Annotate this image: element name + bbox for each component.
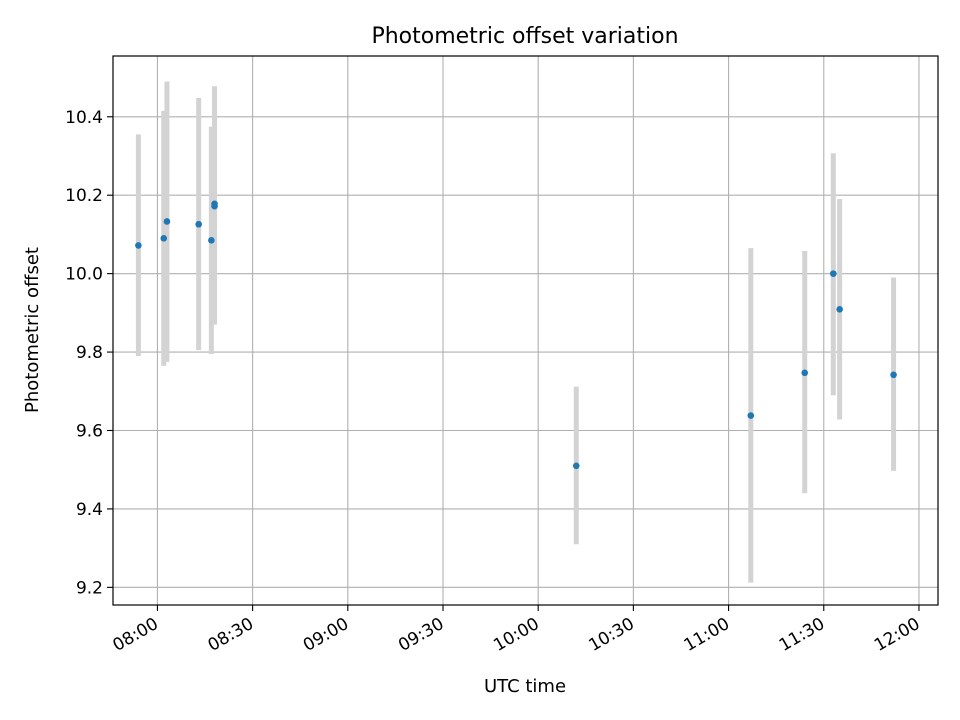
data-point [747,412,755,419]
x-tick-label: 11:30 [776,614,828,656]
x-tick-label: 11:00 [681,614,733,656]
x-tick-label: 09:00 [300,614,352,656]
x-tick-label: 08:00 [109,614,161,656]
grid-lines [113,56,938,605]
data-point [801,369,809,377]
y-axis-ticks: 9.2 9.4 9.6 9.8 10.0 10.2 10.4 [65,108,113,598]
error-bars [135,81,897,583]
x-tick-label: 10:00 [490,614,542,656]
x-tick-label: 08:30 [205,614,257,656]
x-tick-label: 09:30 [395,614,447,656]
y-tick-label: 10.4 [65,108,103,128]
data-point [195,220,202,228]
data-point [211,202,218,210]
y-axis-label: Photometric offset [22,247,43,413]
x-tick-label: 10:30 [585,614,637,656]
data-point [208,237,215,244]
data-point [135,242,142,249]
y-tick-label: 9.6 [76,421,103,441]
y-tick-label: 9.2 [76,578,103,598]
data-point [572,462,580,470]
y-tick-label: 10.2 [65,186,103,206]
x-axis-label: UTC time [484,676,566,697]
data-point [163,218,171,225]
data-point [890,371,897,379]
data-point [829,270,837,277]
x-axis-ticks: 08:00 08:30 09:00 09:30 10:00 10:30 11:00 11:30… [109,605,923,656]
data-point [160,235,168,242]
y-tick-label: 9.8 [76,343,103,363]
y-tick-label: 9.4 [76,500,103,520]
data-points [135,200,897,470]
data-point [836,306,843,313]
y-tick-label: 10.0 [65,265,103,285]
plot-frame [112,55,939,606]
x-tick-label: 12:00 [871,614,923,656]
chart-title: Photometric offset variation [371,24,678,49]
